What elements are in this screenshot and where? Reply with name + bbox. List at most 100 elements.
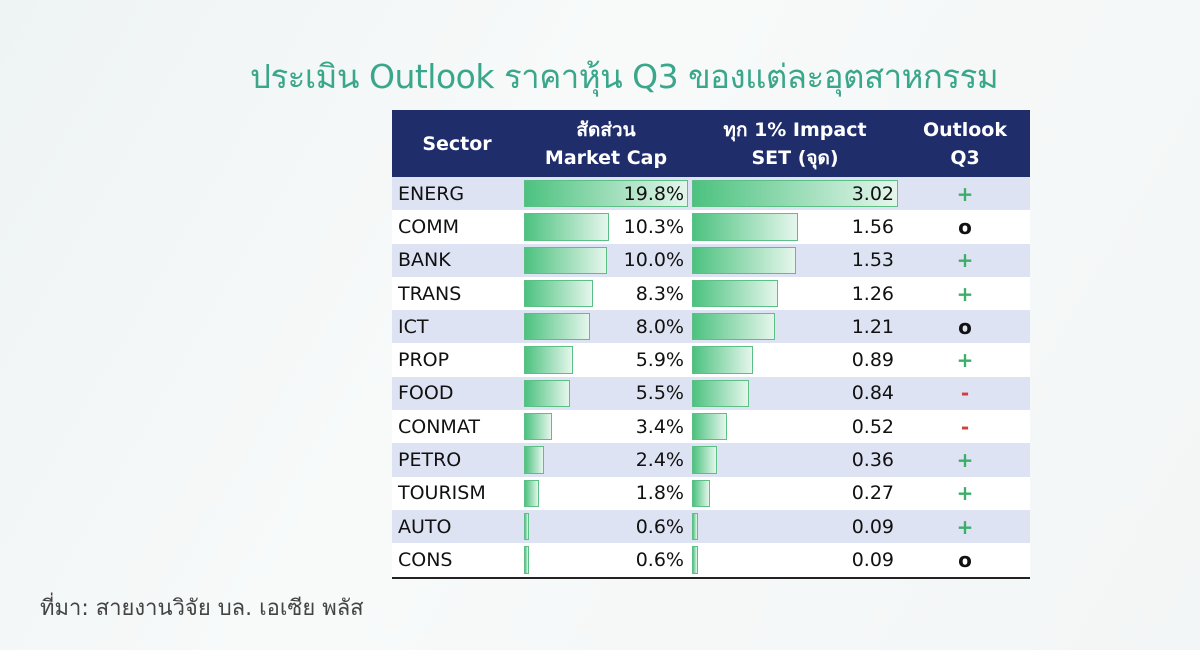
outlook-value: + — [900, 276, 1030, 311]
impact-cell: 0.52 — [690, 410, 900, 444]
header-line: Outlook — [922, 118, 1007, 141]
impact-value: 0.27 — [851, 482, 894, 505]
sector-name: ENERG — [392, 177, 522, 211]
impact-cell: 3.02 — [690, 177, 900, 211]
impact-cell: 1.56 — [690, 210, 900, 244]
impact-value: 1.26 — [851, 282, 894, 305]
market-cap-bar — [524, 379, 570, 408]
outlook-value: - — [900, 410, 1030, 444]
impact-value: 0.89 — [851, 349, 894, 372]
impact-cell: 1.21 — [690, 310, 900, 344]
market-cap-value: 10.3% — [623, 215, 684, 238]
outlook-value: o — [900, 310, 1030, 344]
table-row: FOOD 5.5% 0.84- — [392, 376, 1030, 411]
table-row: ENERG 19.8% 3.02 + — [392, 177, 1030, 211]
header-impact: ทุก 1% Impact SET (จุด) — [690, 110, 900, 177]
impact-cell: 0.89 — [690, 343, 900, 377]
table-row: TOURISM 1.8% 0.27 + — [392, 476, 1030, 510]
header-outlook: Outlook Q3 — [900, 110, 1030, 177]
table-header: Sector สัดส่วน Market Cap ทุก 1% Impact SE… — [392, 110, 1030, 177]
impact-value: 0.09 — [851, 548, 894, 571]
impact-value: 3.02 — [851, 182, 894, 205]
market-cap-value: 0.6% — [635, 515, 684, 538]
market-cap-cell: 2.4% — [522, 443, 690, 477]
impact-cell: 0.09 — [690, 509, 900, 544]
impact-bar — [692, 379, 750, 408]
market-cap-cell: 1.8% — [522, 476, 690, 510]
header-line: Q3 — [950, 146, 980, 169]
market-cap-cell: 0.6% — [522, 509, 690, 544]
header-line: สัดส่วน — [576, 118, 636, 141]
sector-name: CONS — [392, 543, 522, 579]
market-cap-bar — [524, 346, 573, 374]
market-cap-cell: 8.3% — [522, 276, 690, 311]
market-cap-bar — [524, 246, 607, 274]
market-cap-cell: 5.9% — [522, 343, 690, 377]
market-cap-bar — [524, 479, 539, 507]
impact-cell: 0.09 — [690, 543, 900, 579]
impact-bar — [692, 546, 699, 574]
table-row: TRANS 8.3% 1.26 + — [392, 276, 1030, 311]
impact-bar — [692, 279, 778, 308]
header-sector: Sector — [392, 110, 522, 177]
impact-cell: 0.84 — [690, 376, 900, 411]
table-row: PETRO 2.4% 0.36 + — [392, 443, 1030, 477]
market-cap-bar — [524, 413, 553, 441]
table-row: BANK 10.0% 1.53 + — [392, 243, 1030, 277]
sector-name: ICT — [392, 310, 522, 344]
market-cap-cell: 10.0% — [522, 243, 690, 277]
sector-name: AUTO — [392, 509, 522, 544]
table-row: CONMAT 3.4% 0.52- — [392, 410, 1030, 444]
impact-value: 1.53 — [851, 249, 894, 272]
impact-cell: 0.27 — [690, 476, 900, 510]
market-cap-cell: 19.8% — [522, 177, 690, 211]
market-cap-bar — [524, 446, 544, 474]
market-cap-bar — [524, 279, 593, 308]
source-note: ที่มา: สายงานวิจัย บล. เอเซีย พลัส — [40, 596, 364, 621]
impact-value: 1.21 — [851, 315, 894, 338]
impact-bar — [692, 213, 799, 241]
market-cap-value: 0.6% — [635, 548, 684, 571]
impact-bar — [692, 413, 728, 441]
sector-name: TRANS — [392, 276, 522, 311]
header-line: SET (จุด) — [751, 146, 839, 169]
market-cap-cell: 0.6% — [522, 543, 690, 579]
outlook-value: + — [900, 243, 1030, 277]
outlook-value: + — [900, 509, 1030, 544]
sector-name: CONMAT — [392, 410, 522, 444]
impact-cell: 0.36 — [690, 443, 900, 477]
market-cap-value: 2.4% — [635, 449, 684, 472]
header-line: ทุก 1% Impact — [723, 118, 867, 141]
impact-value: 0.09 — [851, 515, 894, 538]
impact-value: 0.52 — [851, 415, 894, 438]
impact-bar — [692, 446, 717, 474]
impact-cell: 1.26 — [690, 276, 900, 311]
header-line: Market Cap — [544, 146, 668, 169]
table-row: AUTO 0.6% 0.09 + — [392, 509, 1030, 544]
impact-value: 0.36 — [851, 449, 894, 472]
impact-bar — [692, 180, 898, 208]
market-cap-value: 5.9% — [635, 349, 684, 372]
market-cap-value: 19.8% — [623, 182, 684, 205]
outlook-value: + — [900, 343, 1030, 377]
table-row: COMM 10.3% 1.56 o — [392, 210, 1030, 244]
market-cap-cell: 8.0% — [522, 310, 690, 344]
impact-bar — [692, 246, 797, 274]
impact-cell: 1.53 — [690, 243, 900, 277]
impact-bar — [692, 512, 699, 541]
market-cap-bar — [524, 180, 688, 208]
outlook-value: + — [900, 476, 1030, 510]
market-cap-cell: 3.4% — [522, 410, 690, 444]
impact-bar — [692, 313, 775, 341]
market-cap-value: 1.8% — [635, 482, 684, 505]
market-cap-value: 3.4% — [635, 415, 684, 438]
sector-outlook-table: Sector สัดส่วน Market Cap ทุก 1% Impact SE… — [392, 110, 1030, 579]
table-row: ICT 8.0% 1.21 o — [392, 310, 1030, 344]
market-cap-cell: 5.5% — [522, 376, 690, 411]
sector-name: COMM — [392, 210, 522, 244]
impact-bar — [692, 346, 753, 374]
outlook-value: + — [900, 177, 1030, 211]
impact-bar — [692, 479, 711, 507]
impact-value: 1.56 — [851, 215, 894, 238]
sector-name: FOOD — [392, 376, 522, 411]
